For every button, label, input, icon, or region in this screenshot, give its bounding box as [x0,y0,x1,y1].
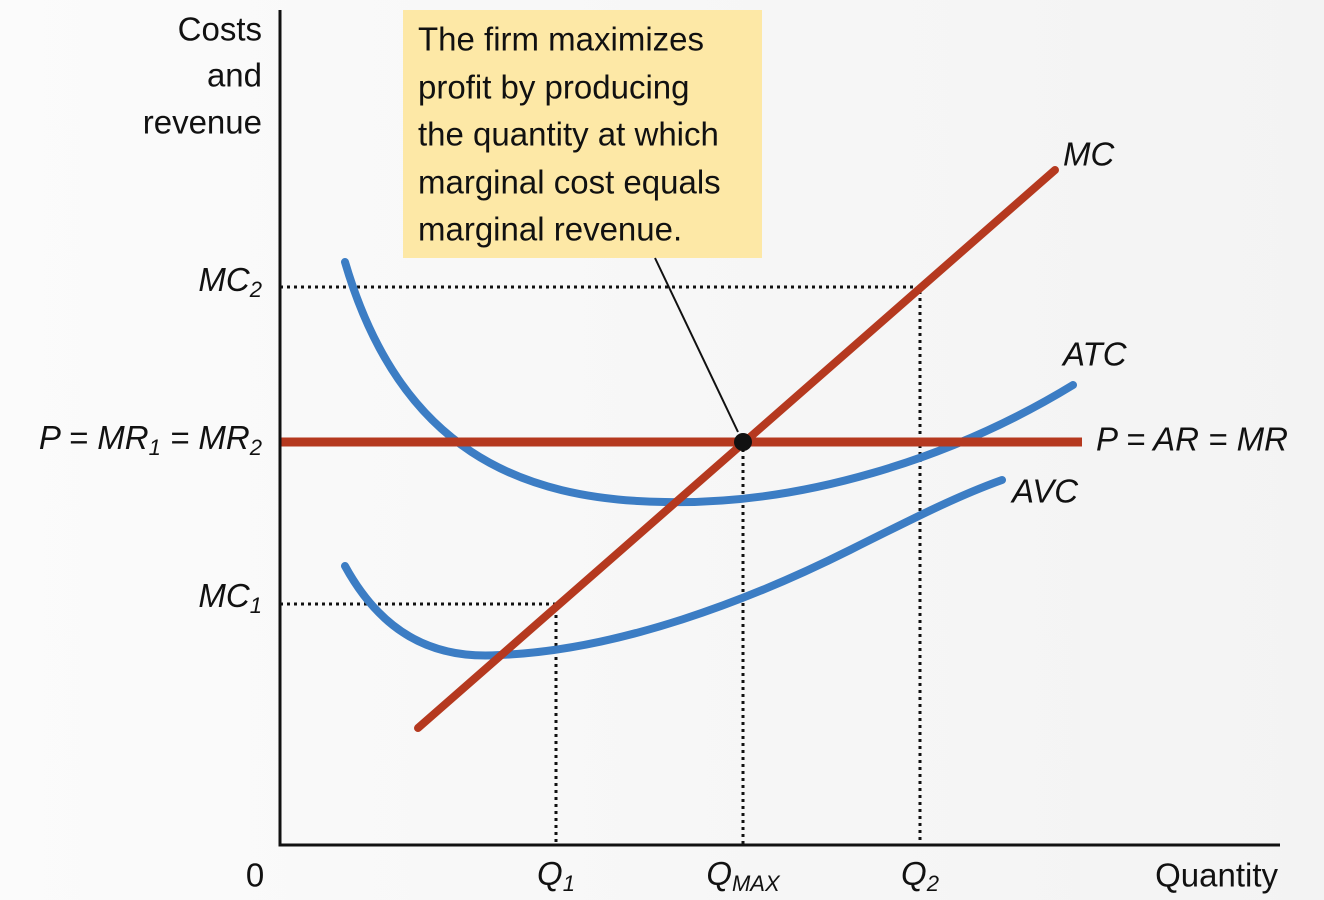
mc-label: MC [1063,136,1115,173]
annotation-line: the quantity at which [418,116,719,153]
label-part: P = MR [39,419,149,456]
demand-label: P = AR = MR [1096,421,1288,458]
label-part: Q [706,855,732,892]
atc-label: ATC [1061,336,1128,373]
atc-curve [341,258,1077,507]
label-part: Q [901,855,927,892]
axes [278,10,1280,847]
y-axis-label: Costs [178,11,262,48]
label-part: = MR [161,419,250,456]
avc-curve [341,476,1006,660]
annotation-line: profit by producing [418,69,690,106]
price-label: P = MR1 = MR2 [39,419,262,460]
annotation-line: marginal revenue. [418,211,682,248]
annotation: The firm maximizes profit by producing t… [418,21,721,248]
label-sub: 1 [250,593,262,618]
optimum-point [734,433,752,451]
label-sub: 1 [563,871,575,896]
label-part: Q [537,855,563,892]
label-sub: MAX [732,871,781,896]
label-sub: 2 [249,277,262,302]
pointer-line [654,257,739,433]
mc2-label: MC2 [198,261,262,302]
origin-label: 0 [246,857,264,894]
annotation-box [403,10,762,258]
mc-line [414,166,1059,732]
mc1-label: MC1 [198,577,262,618]
y-axis-label: revenue [143,104,262,141]
label-sub: 1 [149,435,161,460]
annotation-line: The firm maximizes [418,21,704,58]
q2-label: Q2 [901,855,939,896]
q1-label: Q1 [537,855,575,896]
label-sub: 2 [926,871,939,896]
label-sub: 2 [249,435,262,460]
y-axis-label: and [207,57,262,94]
label-part: MC [198,261,250,298]
x-axis-label: Quantity [1155,857,1278,894]
avc-label: AVC [1010,473,1079,510]
label-part: MC [198,577,250,614]
annotation-line: marginal cost equals [418,164,721,201]
qmax-label: QMAX [706,855,781,896]
